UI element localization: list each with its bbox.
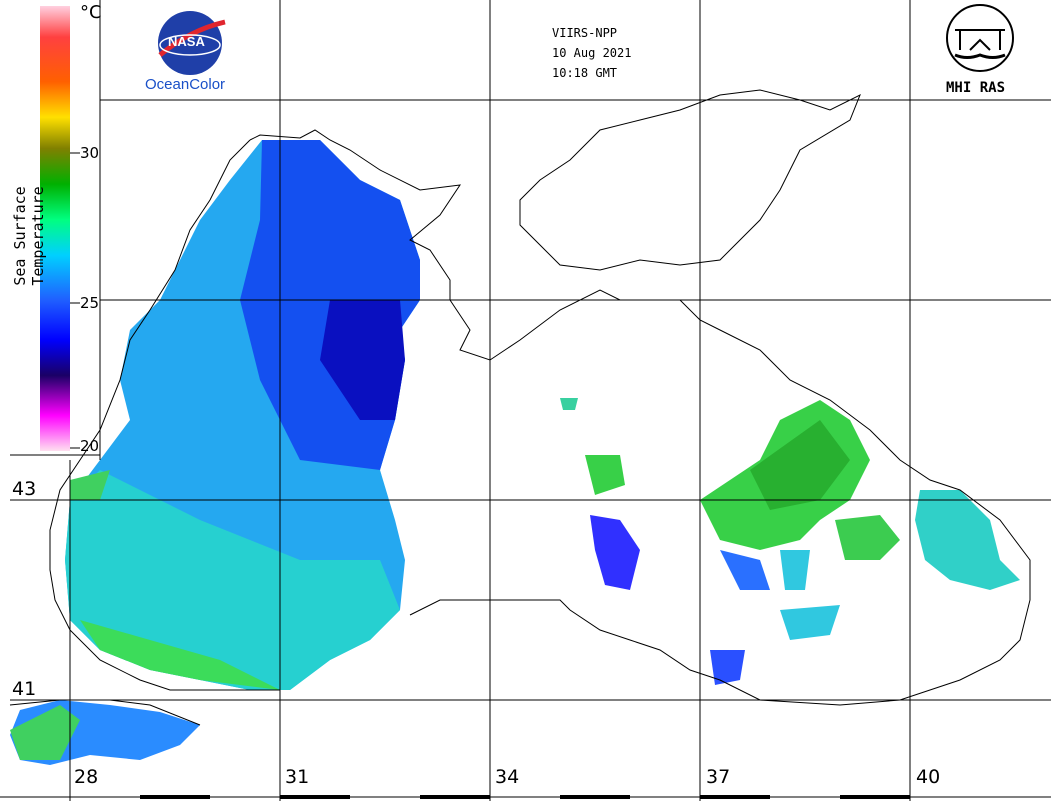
colorbar-gradient [40,6,70,451]
lon-label-34: 34 [495,766,520,788]
colorbar-unit: °C [80,2,102,23]
satellite-label: VIIRS-NPP [552,26,618,40]
date-label: 10 Aug 2021 [552,46,632,60]
sst-eastern-patches [560,398,1020,685]
sst-western-basin [65,140,420,690]
mhi-ras-label: MHI RAS [946,80,1006,96]
nasa-logo [158,11,226,75]
colorbar-tick-25: 25 [80,294,100,312]
lon-label-28: 28 [74,766,99,788]
lat-label-41: 41 [12,678,37,700]
nasa-label: NASA [168,34,205,49]
colorbar-tick-30: 30 [80,144,100,162]
sst-marmara [10,700,200,765]
colorbar-title: Sea Surface Temperature [11,186,47,286]
coastline [9,89,1031,726]
lat-label-43: 43 [12,478,37,500]
lon-label-31: 31 [285,766,310,788]
colorbar-ticks [70,152,80,449]
mhi-ras-logo [946,4,1014,72]
time-label: 10:18 GMT [552,66,618,80]
oceancolor-label: OceanColor [145,76,226,93]
colorbar-tick-20: 20 [80,437,100,455]
distance-scale [140,795,910,799]
lon-label-37: 37 [706,766,731,788]
lon-label-40: 40 [916,766,941,788]
